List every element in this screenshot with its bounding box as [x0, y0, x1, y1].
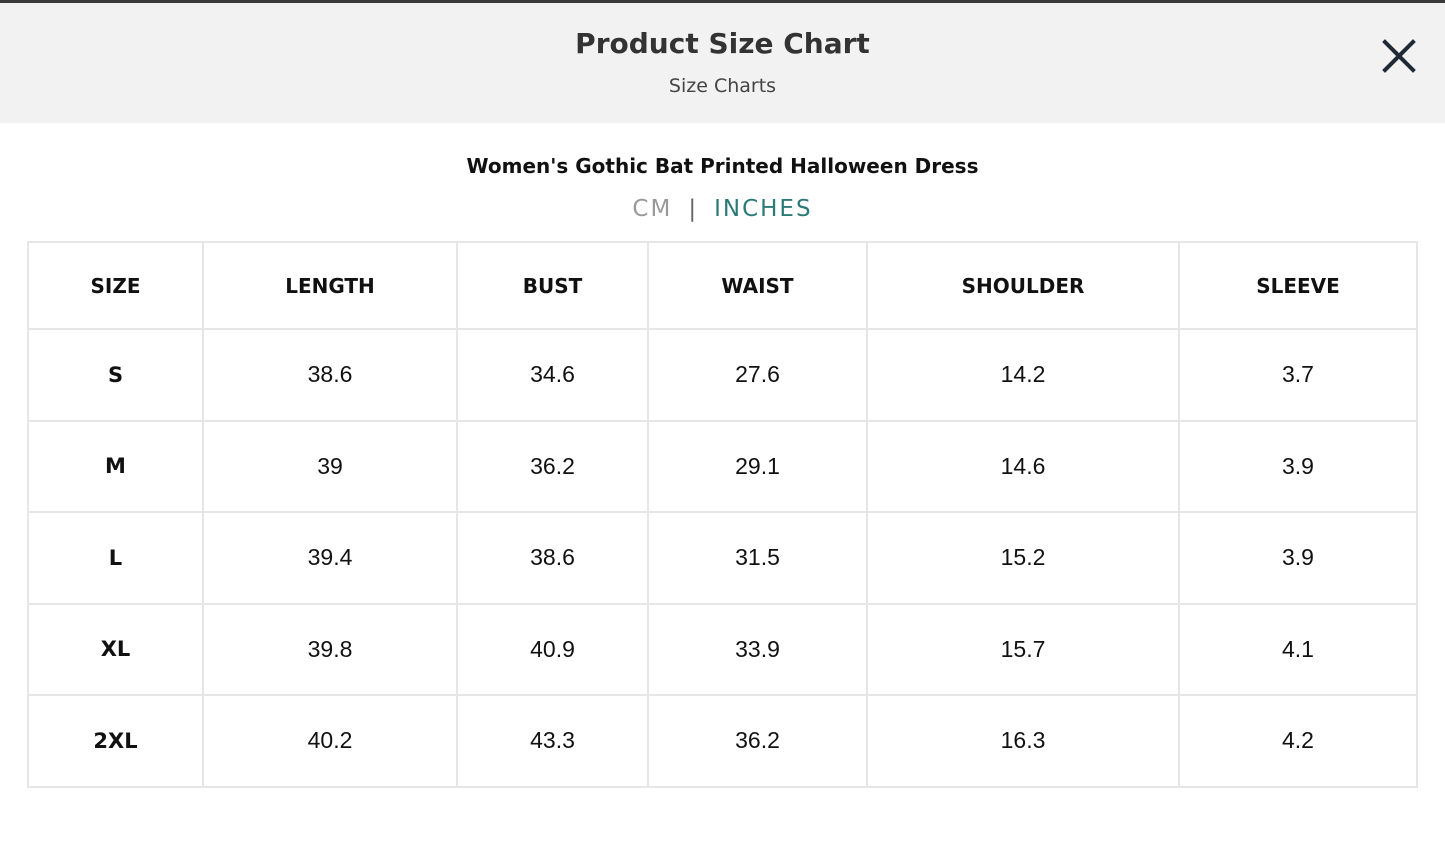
modal-title: Product Size Chart	[575, 27, 870, 60]
column-header: BUST	[456, 241, 649, 330]
column-header: WAIST	[647, 241, 868, 330]
measure-cell: 38.6	[456, 511, 649, 605]
measure-cell: 16.3	[866, 694, 1180, 788]
measure-cell: 39.8	[202, 602, 458, 696]
measure-cell: 3.9	[1178, 419, 1418, 513]
size-cell: 2XL	[27, 694, 204, 788]
measure-cell: 4.2	[1178, 694, 1418, 788]
table-row: XL 39.8 40.9 33.9 15.7 4.1	[27, 602, 1418, 696]
modal-header: Product Size Chart Size Charts	[0, 3, 1445, 123]
measure-cell: 15.2	[866, 511, 1180, 605]
size-table: SIZE LENGTH BUST WAIST SHOULDER SLEEVE S 38.6 3…	[27, 241, 1418, 788]
close-button[interactable]	[1382, 39, 1416, 73]
measure-cell: 36.2	[456, 419, 649, 513]
measure-cell: 4.1	[1178, 602, 1418, 696]
measure-cell: 29.1	[647, 419, 868, 513]
measure-cell: 27.6	[647, 328, 868, 422]
measure-cell: 3.9	[1178, 511, 1418, 605]
measure-cell: 34.6	[456, 328, 649, 422]
measure-cell: 33.9	[647, 602, 868, 696]
modal-subtitle: Size Charts	[668, 75, 777, 97]
measure-cell: 14.2	[866, 328, 1180, 422]
size-cell: M	[27, 419, 204, 513]
table-row: L 39.4 38.6 31.5 15.2 3.9	[27, 511, 1418, 605]
unit-toggle: CM | INCHES	[0, 196, 1445, 222]
unit-option[interactable]: CM	[632, 196, 673, 222]
column-header: LENGTH	[202, 241, 458, 330]
size-cell: S	[27, 328, 204, 422]
measure-cell: 3.7	[1178, 328, 1418, 422]
table-row: 2XL 40.2 43.3 36.2 16.3 4.2	[27, 694, 1418, 788]
measure-cell: 43.3	[456, 694, 649, 788]
measure-cell: 39	[202, 419, 458, 513]
table-row: S 38.6 34.6 27.6 14.2 3.7	[27, 328, 1418, 422]
unit-option[interactable]: INCHES	[714, 196, 813, 222]
measure-cell: 36.2	[647, 694, 868, 788]
measure-cell: 15.7	[866, 602, 1180, 696]
header-row: SIZE LENGTH BUST WAIST SHOULDER SLEEVE	[27, 241, 1418, 330]
measure-cell: 31.5	[647, 511, 868, 605]
measure-cell: 40.2	[202, 694, 458, 788]
column-header: SHOULDER	[866, 241, 1180, 330]
table-row: M 39 36.2 29.1 14.6 3.9	[27, 419, 1418, 513]
unit-separator: |	[688, 196, 699, 222]
measure-cell: 14.6	[866, 419, 1180, 513]
measure-cell: 40.9	[456, 602, 649, 696]
column-header: SLEEVE	[1178, 241, 1418, 330]
size-cell: XL	[27, 602, 204, 696]
top-border	[0, 0, 1445, 3]
measure-cell: 38.6	[202, 328, 458, 422]
measure-cell: 39.4	[202, 511, 458, 605]
column-header: SIZE	[27, 241, 204, 330]
product-title: Women's Gothic Bat Printed Halloween Dre…	[466, 154, 979, 178]
size-cell: L	[27, 511, 204, 605]
